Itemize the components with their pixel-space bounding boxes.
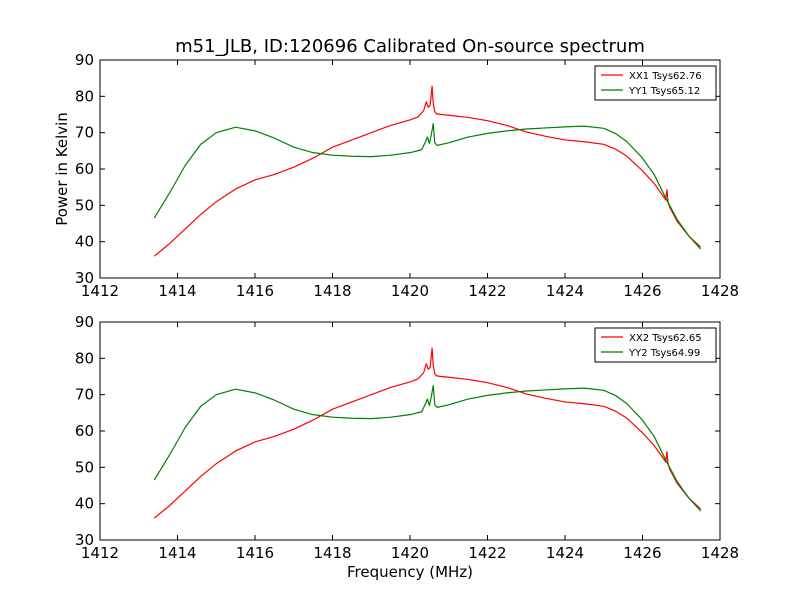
x-tick-label: 1412	[81, 544, 119, 562]
x-tick-label: 1426	[623, 544, 661, 562]
series-line-top-yy	[153, 122, 702, 250]
y-tick-label: 40	[75, 233, 94, 251]
x-tick-label: 1416	[236, 544, 274, 562]
y-axis-label: Power in Kelvin	[53, 112, 71, 226]
bottom-panel: 1412 1414 1416 1418 1420 1422 1424 1426 1428 30 40…	[75, 313, 739, 562]
x-tick-label: 1424	[546, 282, 584, 300]
y-tick-label: 60	[75, 160, 94, 178]
y-tick-label: 30	[75, 531, 94, 549]
x-tick-label: 1428	[701, 544, 739, 562]
legend-label: XX2 Tsys62.65	[629, 333, 702, 344]
series-line-bottom-yy	[153, 384, 702, 512]
y-tick-label: 30	[75, 269, 94, 287]
x-tick-label: 1418	[313, 544, 351, 562]
legend-label: XX1 Tsys62.76	[629, 71, 702, 82]
legend: XX1 Tsys62.76 YY1 Tsys65.12	[594, 65, 717, 101]
x-tick-label: 1416	[236, 282, 274, 300]
series-line-top-xx	[153, 85, 702, 257]
x-tick-label: 1428	[701, 282, 739, 300]
y-tick-label: 90	[75, 313, 94, 331]
y-tick-label: 70	[75, 386, 94, 404]
legend-box	[594, 327, 717, 363]
y-tick-label: 70	[75, 124, 94, 142]
x-tick-label: 1420	[391, 282, 429, 300]
y-tick-label: 80	[75, 87, 94, 105]
y-tick-label: 60	[75, 422, 94, 440]
y-tick-label: 80	[75, 349, 94, 367]
x-tick-label: 1420	[391, 544, 429, 562]
legend: XX2 Tsys62.65 YY2 Tsys64.99	[594, 327, 717, 363]
x-tick-label: 1422	[468, 282, 506, 300]
series-line-bottom-xx	[153, 347, 702, 519]
x-tick-label: 1414	[158, 544, 196, 562]
legend-label: YY2 Tsys64.99	[628, 348, 700, 359]
top-panel: 1412 1414 1416 1418 1420 1422 1424 1426 1428 30 40…	[75, 51, 739, 300]
x-tick-label: 1418	[313, 282, 351, 300]
y-tick-label: 40	[75, 495, 94, 513]
x-tick-label: 1412	[81, 282, 119, 300]
legend-box	[594, 65, 717, 101]
y-tick-label: 50	[75, 458, 94, 476]
y-tick-label: 90	[75, 51, 94, 69]
x-tick-label: 1426	[623, 282, 661, 300]
x-axis-label: Frequency (MHz)	[347, 563, 473, 581]
chart-title: m51_JLB, ID:120696 Calibrated On-source …	[175, 36, 645, 57]
x-tick-label: 1424	[546, 544, 584, 562]
x-tick-label: 1422	[468, 544, 506, 562]
x-tick-label: 1414	[158, 282, 196, 300]
y-tick-label: 50	[75, 196, 94, 214]
legend-label: YY1 Tsys65.12	[628, 86, 700, 97]
